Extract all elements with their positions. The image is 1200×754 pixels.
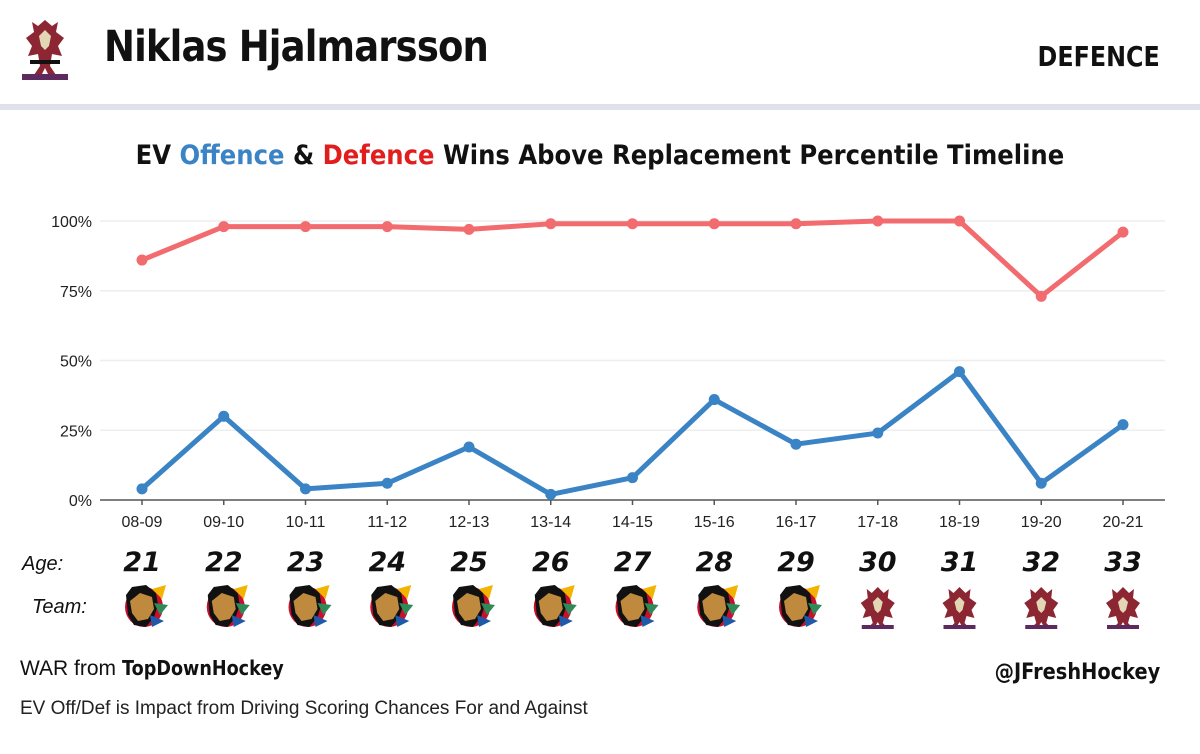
defence-data-point — [218, 221, 230, 233]
age-value: 29 — [777, 547, 815, 578]
x-tick-label: 16-17 — [776, 514, 817, 531]
player-position: DEFENCE — [1037, 40, 1160, 73]
blackhawks-logo-icon — [452, 585, 495, 627]
defence-data-point — [545, 218, 557, 230]
x-tick-label: 17-18 — [857, 514, 898, 531]
age-value: 25 — [450, 547, 488, 578]
title-defence: Defence — [322, 140, 435, 171]
age-value: 30 — [859, 547, 897, 578]
y-tick-label: 0% — [69, 493, 92, 510]
author-handle: @JFreshHockey — [994, 660, 1160, 685]
x-tick-label: 20-21 — [1103, 514, 1144, 531]
defence-data-point — [463, 223, 475, 235]
defence-data-point — [1035, 290, 1047, 302]
defence-data-point — [300, 221, 311, 233]
defence-data-point — [627, 218, 638, 230]
coyotes-logo-icon — [1106, 587, 1140, 629]
chart-gridlines — [100, 220, 1165, 431]
chart-series — [136, 215, 1129, 500]
offence-data-point — [1117, 419, 1129, 431]
age-row-label: Age: — [21, 553, 63, 575]
offence-data-point — [463, 441, 475, 453]
blackhawks-logo-icon — [206, 585, 250, 627]
y-tick-label: 25% — [60, 423, 92, 440]
x-tick-label: 08-09 — [122, 514, 163, 531]
coyotes-logo-icon — [942, 587, 977, 629]
defence-data-point — [708, 218, 720, 230]
x-tick-label: 12-13 — [449, 514, 490, 531]
age-value: 24 — [368, 547, 406, 578]
age-value: 28 — [695, 547, 733, 578]
coyotes-logo-icon — [1024, 587, 1059, 629]
player-name: Niklas Hjalmarsson — [104, 22, 489, 72]
header: Niklas Hjalmarsson DEFENCE — [0, 0, 1200, 104]
war-source-name: TopDownHockey — [121, 656, 284, 680]
age-value: 26 — [532, 547, 570, 578]
x-tick-label: 09-10 — [203, 514, 244, 531]
offence-data-point — [545, 488, 557, 500]
offence-data-point — [872, 427, 884, 439]
x-tick-label: 10-11 — [286, 514, 326, 531]
offence-data-point — [627, 472, 638, 484]
war-percentile-chart: 0% 25% 50% 75% 100% 08-09 09-10 10-11 11-12 12-1… — [21, 214, 1165, 629]
blackhawks-logo-icon — [779, 585, 822, 627]
offence-data-point — [300, 483, 311, 495]
x-tick-label: 13-14 — [530, 514, 571, 531]
blackhawks-logo-icon — [697, 585, 741, 627]
chart-title: EV Offence & Defence Wins Above Replacem… — [0, 140, 1200, 171]
offence-data-point — [218, 410, 230, 422]
offence-data-point — [708, 394, 720, 406]
age-value: 22 — [205, 547, 243, 578]
war-source-prefix: WAR from — [20, 657, 122, 680]
offence-data-point — [790, 438, 802, 450]
age-row: 21 22 23 24 25 26 27 28 29 30 31 32 33 — [123, 547, 1142, 578]
team-row-label: Team: — [32, 596, 87, 618]
defence-series-line — [139, 218, 1126, 299]
header-divider — [0, 104, 1200, 110]
age-value: 31 — [941, 547, 979, 578]
defence-data-point — [872, 215, 884, 227]
age-value: 33 — [1104, 547, 1142, 578]
blackhawks-logo-icon — [370, 585, 414, 627]
title-offence: Offence — [179, 140, 285, 171]
x-tick-label: 11-12 — [367, 514, 407, 531]
defence-data-point — [136, 254, 148, 266]
x-tick-label: 15-16 — [694, 514, 735, 531]
metric-note: EV Off/Def is Impact from Driving Scorin… — [20, 698, 588, 719]
age-value: 32 — [1022, 547, 1060, 578]
x-tick-label: 14-15 — [612, 514, 653, 531]
blackhawks-logo-icon — [615, 585, 659, 627]
blackhawks-logo-icon — [125, 585, 168, 627]
age-value: 23 — [287, 547, 325, 578]
defence-data-point — [790, 218, 802, 230]
y-tick-label: 75% — [60, 284, 92, 301]
defence-data-point — [954, 215, 965, 227]
coyotes-logo-icon — [14, 16, 76, 84]
y-tick-label: 50% — [60, 354, 92, 371]
age-value: 27 — [614, 547, 652, 578]
x-axis-ticks: 08-09 09-10 10-11 11-12 12-13 13-14 14-15 15-16… — [122, 500, 1144, 531]
defence-data-point — [1117, 226, 1129, 238]
offence-data-point — [136, 483, 148, 495]
title-amp: & — [284, 140, 323, 171]
coyotes-logo-icon — [860, 587, 895, 629]
offence-data-point — [954, 366, 965, 378]
title-prefix: EV — [135, 140, 180, 171]
y-axis-ticks: 0% 25% 50% 75% 100% — [51, 214, 92, 510]
blackhawks-logo-icon — [288, 585, 332, 627]
team-row — [125, 585, 1140, 629]
blackhawks-logo-icon — [533, 585, 577, 627]
x-tick-label: 19-20 — [1021, 514, 1062, 531]
defence-data-point — [381, 221, 393, 233]
y-tick-label: 100% — [51, 214, 92, 231]
offence-data-point — [1035, 477, 1047, 489]
x-tick-label: 18-19 — [939, 514, 980, 531]
war-source-line: WAR from TopDownHockey — [20, 656, 306, 681]
age-value: 21 — [123, 547, 161, 578]
offence-data-point — [381, 477, 393, 489]
title-suffix: Wins Above Replacement Percentile Timeli… — [434, 140, 1065, 171]
